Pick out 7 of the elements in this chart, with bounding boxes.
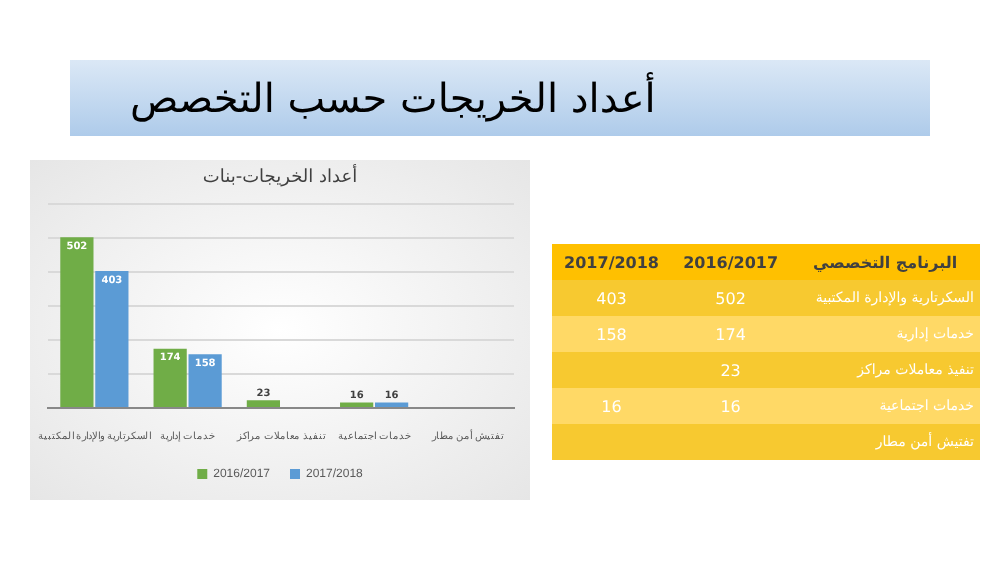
bar — [60, 237, 94, 407]
bar — [246, 400, 280, 407]
bar — [95, 270, 129, 407]
chart-title: أعداد الخريجات حسب التخصص — [70, 60, 930, 136]
bar — [153, 348, 187, 407]
chart-subtitle: أعداد الخريجات-بنات — [200, 168, 360, 188]
bar — [188, 354, 222, 407]
